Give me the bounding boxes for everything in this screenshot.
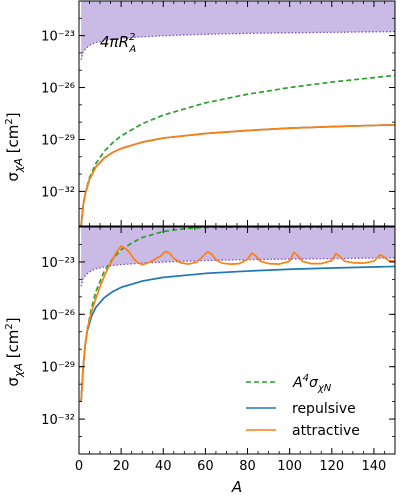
geometric-cross-section-band [80, 1, 395, 60]
top-ytick-label: 10⁻²³ [41, 30, 75, 45]
x-tick-label: 100 [277, 459, 302, 474]
x-axis-label: A [231, 478, 242, 496]
top-series-att [80, 123, 395, 226]
bottom-series-att [80, 245, 395, 402]
legend-label-a4: A4σχN [292, 373, 332, 394]
legend-label-attractive: attractive [292, 423, 360, 439]
top-panel: 10⁻³² 10⁻²⁹ 10⁻²⁶ 10⁻²³ 4πR2 A σχA [cm2] [4, 0, 396, 227]
bottom-ytick-label: 10⁻²⁶ [41, 308, 75, 323]
bottom-band-edge [80, 257, 395, 287]
top-series-rep [80, 123, 395, 226]
x-tick-label: 0 [75, 459, 83, 474]
top-y-axis-ticks: 10⁻³² 10⁻²⁹ 10⁻²⁶ 10⁻²³ [41, 0, 396, 227]
top-band-fill [81, 1, 395, 60]
x-tick-label: 20 [113, 459, 130, 474]
bottom-y-axis-label: σχA [cm2] [4, 317, 25, 386]
bottom-panel: 10⁻³² 10⁻²⁹ 10⁻²⁶ 10⁻²³ 0 20 40 60 80 100 120 140 A… [4, 226, 396, 496]
bottom-ytick-label: 10⁻²⁹ [41, 361, 75, 376]
geometric-cross-section-band-bottom [80, 227, 395, 287]
band-annotation: 4πR2 A [100, 32, 136, 55]
top-ytick-label: 10⁻²⁶ [41, 82, 75, 97]
top-ytick-label: 10⁻³² [41, 185, 75, 200]
top-y-axis-label: σχA [cm2] [4, 112, 25, 181]
legend-label-repulsive: repulsive [292, 401, 356, 417]
bottom-band-fill [81, 227, 395, 287]
x-tick-label: 40 [155, 459, 172, 474]
x-tick-label: 140 [362, 459, 387, 474]
bottom-ytick-label: 10⁻²³ [41, 256, 75, 271]
top-series-a4 [80, 74, 395, 226]
bottom-series-layer [80, 227, 395, 402]
x-tick-label: 80 [239, 459, 256, 474]
x-tick-label: 120 [319, 459, 344, 474]
bottom-axis-ticks: 10⁻³² 10⁻²⁹ 10⁻²⁶ 10⁻²³ 0 20 40 60 80 100 120 140 [41, 226, 396, 474]
bottom-series-rep [80, 265, 395, 402]
x-tick-label: 60 [197, 459, 214, 474]
top-band-edge [80, 30, 395, 60]
legend: A4σχN repulsive attractive [246, 373, 360, 439]
top-ytick-label: 10⁻²⁹ [41, 133, 75, 148]
bottom-ytick-label: 10⁻³² [41, 413, 75, 428]
top-series-layer [80, 74, 395, 226]
